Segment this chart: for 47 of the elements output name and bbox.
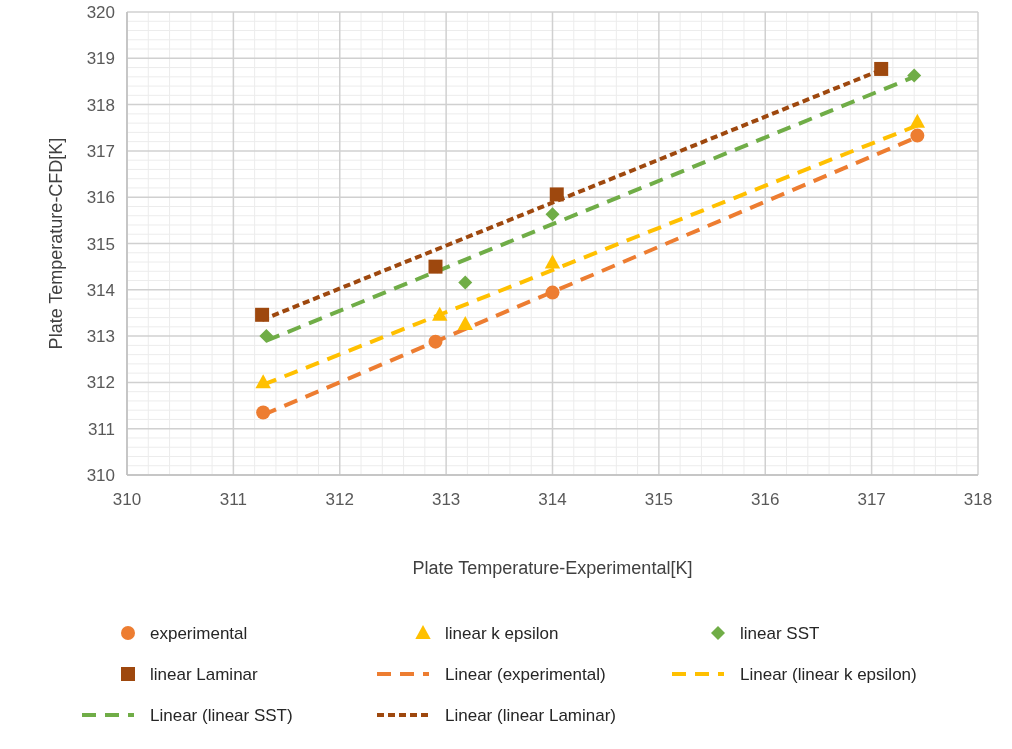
point [428,334,443,349]
legend-label: Linear (linear k epsilon) [740,665,917,684]
x-tick-label: 311 [219,490,247,509]
point [255,307,270,322]
x-tick-label: 312 [325,490,354,509]
point [432,306,448,321]
point [874,61,889,76]
point [909,113,926,128]
point [544,254,561,269]
y-tick-label: 311 [87,419,115,439]
x-tick-label: 318 [963,490,993,509]
x-axis-title: Plate Temperature-Experimental[K] [412,558,693,578]
point [428,259,443,274]
point [910,128,925,143]
y-tick-label: 319 [86,49,115,69]
y-tick-label: 313 [86,327,115,347]
legend-label: linear SST [740,624,820,643]
y-tick-label: 310 [86,466,115,485]
x-tick-label: 314 [538,490,567,509]
y-tick-label: 320 [86,3,115,22]
legend-label: Linear (experimental) [445,665,606,684]
point [259,329,274,344]
point [549,187,564,202]
y-tick-label: 317 [86,141,115,161]
y-tick-label: 316 [86,188,115,208]
y-tick-label: 318 [86,95,115,115]
y-tick-label: 312 [86,373,115,393]
x-tick-label: 313 [431,490,461,509]
x-tick-label: 316 [751,490,780,509]
point [458,275,473,290]
x-tick-label: 310 [112,490,142,509]
legend-label: Linear (linear SST) [150,706,293,725]
point [907,68,922,83]
point [255,374,271,389]
point [256,405,271,420]
y-tick-label: 314 [86,280,115,300]
x-tick-label: 315 [644,490,674,509]
legend-label: Linear (linear Laminar) [445,706,617,725]
y-tick-label: 315 [86,234,115,254]
y-axis-title: Plate Temperature-CFD[K] [46,137,66,350]
legend-label: linear Laminar [150,665,259,684]
point [457,316,473,331]
point [545,207,560,222]
x-tick-label: 317 [857,490,886,509]
legend-label: linear k epsilon [445,624,559,643]
point [545,285,560,300]
legend-label: experimental [150,624,248,643]
